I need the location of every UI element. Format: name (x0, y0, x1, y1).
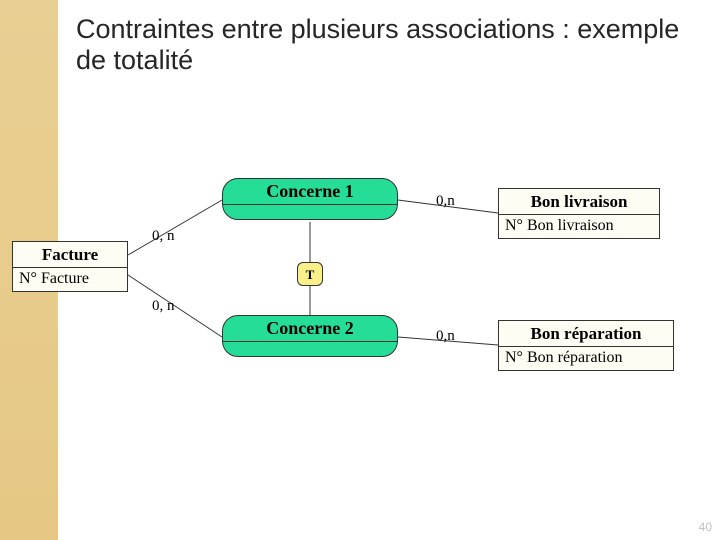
entity-bon-livraison-title: Bon livraison (499, 189, 659, 214)
entity-bon-livraison-attr: N° Bon livraison (499, 214, 659, 238)
line-facture-concerne2 (128, 275, 222, 337)
cardinality-facture-c2: 0, n (152, 298, 175, 315)
cardinality-c2-reparation: 0,n (436, 328, 455, 345)
entity-bon-reparation-title: Bon réparation (499, 321, 673, 346)
page-number: 40 (699, 520, 712, 534)
association-concerne2-label: Concerne 2 (223, 316, 397, 339)
entity-bon-livraison: Bon livraison N° Bon livraison (498, 188, 660, 239)
association-concerne2: Concerne 2 (222, 315, 398, 357)
association-concerne1-label: Concerne 1 (223, 179, 397, 202)
association-concerne2-divider (223, 341, 397, 356)
association-concerne1-divider (223, 204, 397, 219)
entity-bon-reparation-attr: N° Bon réparation (499, 346, 673, 370)
entity-bon-reparation: Bon réparation N° Bon réparation (498, 320, 674, 371)
line-facture-concerne1 (128, 200, 222, 255)
cardinality-c1-livraison: 0,n (436, 193, 455, 210)
association-concerne1: Concerne 1 (222, 178, 398, 220)
slide: Contraintes entre plusieurs associations… (0, 0, 720, 540)
entity-facture: Facture N° Facture (12, 241, 128, 292)
constraint-t: T (297, 262, 323, 286)
entity-facture-title: Facture (13, 242, 127, 267)
cardinality-facture-c1: 0, n (152, 228, 175, 245)
entity-facture-attr: N° Facture (13, 267, 127, 291)
